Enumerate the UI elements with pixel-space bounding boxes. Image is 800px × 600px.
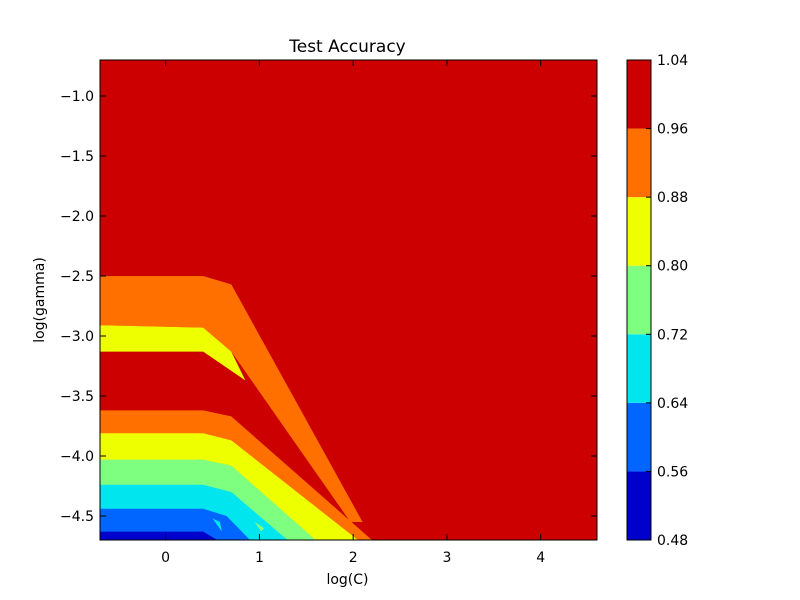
colorbar-label: 1.04 (657, 53, 688, 69)
y-tick-label: −1.5 (60, 149, 94, 165)
colorbar-segment (627, 60, 651, 129)
colorbar-frame (626, 59, 652, 541)
colorbar-segment (627, 265, 651, 335)
colorbar-label: 0.96 (657, 122, 688, 138)
y-tick-label: −1.0 (60, 89, 94, 105)
colorbar-segment (627, 197, 651, 266)
y-tick-label: −3.5 (60, 389, 94, 405)
x-tick-label: 3 (443, 550, 452, 566)
contour-region-1 (100, 325, 246, 381)
colorbar-label: 0.80 (657, 259, 688, 275)
colorbar-segment (627, 471, 651, 540)
colorbar-segment (627, 402, 651, 472)
colorbar-label: 0.48 (657, 533, 688, 549)
y-tick-label: −4.5 (60, 509, 94, 525)
y-tick-label: −2.0 (60, 209, 94, 225)
contour-region-8 (212, 518, 222, 532)
y-tick-label: −3.0 (60, 329, 94, 345)
chart-title: Test Accuracy (288, 37, 406, 57)
colorbar: 0.48 0.56 0.64 0.72 0.80 0.88 0.96 1.04 (626, 53, 688, 549)
colorbar-label: 0.64 (657, 396, 688, 412)
y-axis-label: log(gamma) (32, 257, 48, 343)
x-axis-label: log(C) (326, 572, 368, 588)
contour-region-9 (100, 531, 218, 540)
plot-frame (99, 59, 598, 541)
y-tick-label: −4.0 (60, 449, 94, 465)
x-tick-label: 2 (349, 550, 358, 566)
x-tick-label: 4 (536, 550, 545, 566)
x-axis: 0 1 2 3 4 (161, 60, 545, 566)
x-tick-label: 0 (161, 550, 170, 566)
y-axis: −1.0 −1.5 −2.0 −2.5 −3.0 −3.5 −4.0 −4.5 (60, 89, 597, 525)
plot-area (99, 59, 598, 541)
contour-region-6 (254, 522, 265, 532)
colorbar-label: 0.72 (657, 327, 688, 343)
colorbar-segment (627, 128, 651, 198)
y-tick-label: −2.5 (60, 269, 94, 285)
contour-region-0 (100, 276, 363, 522)
colorbar-label: 0.88 (657, 190, 688, 206)
colorbar-segment (627, 334, 651, 403)
x-tick-label: 1 (255, 550, 264, 566)
colorbar-label: 0.56 (657, 464, 688, 480)
contour-regions (100, 276, 372, 540)
